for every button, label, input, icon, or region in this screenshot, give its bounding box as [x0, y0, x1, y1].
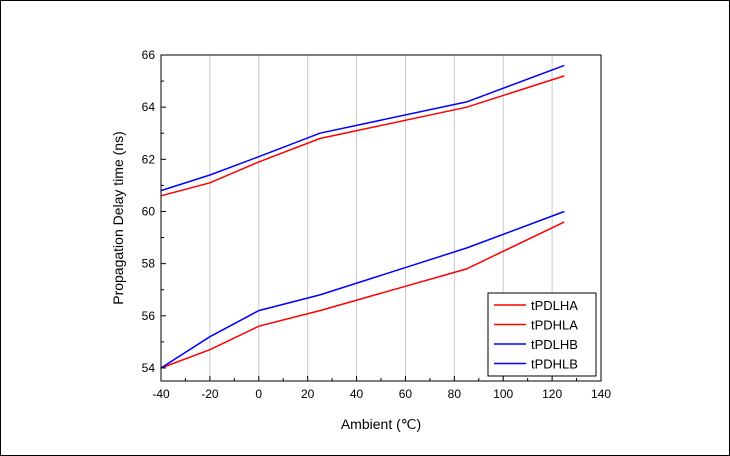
y-tick-label: 54: [142, 361, 156, 375]
series-line-tPDLHB: [160, 64, 565, 192]
legend-label: tPDHLA: [531, 318, 578, 333]
legend: tPDLHA tPDHLA tPDLHB tPDHLB: [487, 292, 597, 377]
x-tick-label: 80: [448, 387, 462, 401]
y-tick-label: 64: [142, 100, 156, 114]
y-tick-label: 60: [142, 204, 156, 218]
legend-label: tPDLHA: [531, 298, 578, 313]
x-tick-label: -20: [201, 387, 219, 401]
legend-label: tPDLHB: [531, 337, 578, 352]
x-tick-label: 140: [591, 387, 611, 401]
legend-label: tPDHLB: [531, 357, 578, 372]
x-tick-label: 100: [493, 387, 513, 401]
x-tick-label: 20: [301, 387, 315, 401]
y-tick-label: 66: [142, 48, 156, 62]
tick-labels: -40 -20 0 20 40 60 80 100 120 140 54 56 58 60 62 64 66: [142, 48, 612, 401]
x-tick-label: 40: [350, 387, 364, 401]
x-tick-label: -40: [152, 387, 170, 401]
y-tick-label: 56: [142, 309, 156, 323]
x-tick-label: 60: [399, 387, 413, 401]
legend-box: [487, 292, 597, 377]
series-line-tPDLHA: [160, 75, 565, 197]
y-tick-label: 62: [142, 152, 156, 166]
series-line-tPDHLB: [160, 210, 565, 369]
axis-ticks: [160, 54, 602, 381]
series-lines: [160, 64, 565, 369]
series-line-tPDHLA: [160, 221, 565, 369]
y-tick-label: 58: [142, 257, 156, 271]
x-tick-label: 120: [542, 387, 562, 401]
x-axis-title: Ambient (℃): [341, 416, 421, 432]
x-tick-label: 0: [255, 387, 262, 401]
y-axis-title: Propagation Delay time (ns): [110, 131, 126, 305]
